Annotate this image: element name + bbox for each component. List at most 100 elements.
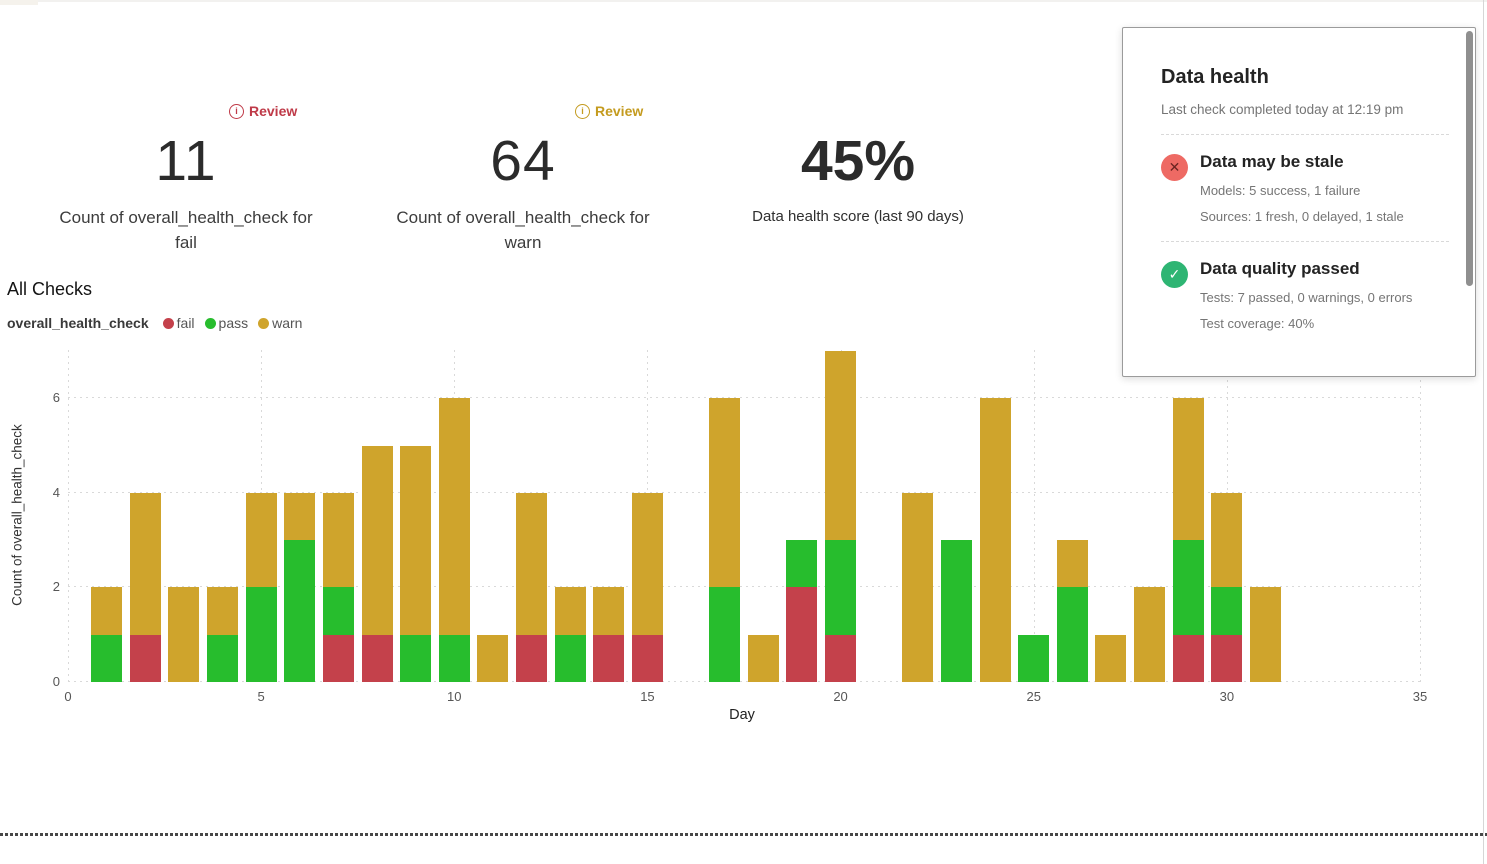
bar-day-30[interactable] <box>1211 492 1243 682</box>
bar-segment-warn-day-4[interactable] <box>207 587 238 635</box>
bar-day-27[interactable] <box>1095 634 1127 682</box>
bar-segment-fail-day-12[interactable] <box>516 634 548 682</box>
bar-day-13[interactable] <box>554 587 586 682</box>
bar-day-18[interactable] <box>747 634 779 682</box>
bar-segment-pass-day-19[interactable] <box>786 540 818 588</box>
bar-segment-fail-day-2[interactable] <box>129 634 161 682</box>
bar-segment-pass-day-10[interactable] <box>438 634 470 682</box>
bar-segment-warn-day-7[interactable] <box>322 492 354 588</box>
bar-day-5[interactable] <box>245 492 277 682</box>
bar-segment-warn-day-15[interactable] <box>631 492 663 635</box>
bar-segment-fail-day-30[interactable] <box>1211 634 1243 682</box>
bar-segment-warn-day-27[interactable] <box>1095 634 1127 682</box>
review-badge-warn[interactable]: i Review <box>575 103 643 119</box>
bar-segment-fail-day-20[interactable] <box>825 634 857 682</box>
legend-item-fail[interactable]: fail <box>162 315 195 331</box>
bar-segment-pass-day-26[interactable] <box>1056 587 1088 682</box>
bar-day-24[interactable] <box>979 398 1011 682</box>
bar-segment-fail-day-19[interactable] <box>786 587 818 682</box>
bar-segment-pass-day-13[interactable] <box>554 634 586 682</box>
pass-color-dot <box>204 317 216 329</box>
bar-segment-warn-day-31[interactable] <box>1249 587 1281 682</box>
gridline-y-4 <box>68 491 1420 493</box>
bar-segment-fail-day-8[interactable] <box>361 634 393 682</box>
data-health-panel: Data health Last check completed today a… <box>1122 27 1476 377</box>
bar-segment-warn-day-17[interactable] <box>709 398 741 588</box>
gridline-x-0 <box>68 346 69 682</box>
bar-segment-warn-day-26[interactable] <box>1056 540 1088 588</box>
bar-segment-warn-day-9[interactable] <box>400 445 432 635</box>
bar-day-29[interactable] <box>1172 398 1204 682</box>
bar-segment-warn-day-28[interactable] <box>1134 587 1166 682</box>
bar-segment-warn-day-12[interactable] <box>516 492 548 635</box>
page-right-border <box>1483 0 1484 864</box>
check-circle-icon: ✓ <box>1161 261 1188 288</box>
bar-day-3[interactable] <box>168 587 200 682</box>
bar-segment-warn-day-24[interactable] <box>979 398 1011 682</box>
bar-segment-pass-day-7[interactable] <box>322 587 354 635</box>
bar-segment-warn-day-14[interactable] <box>593 587 625 635</box>
bar-segment-warn-day-5[interactable] <box>245 492 277 588</box>
bar-day-11[interactable] <box>477 634 509 682</box>
bar-segment-fail-day-29[interactable] <box>1172 634 1204 682</box>
bar-segment-pass-day-4[interactable] <box>207 634 238 682</box>
panel-scrollbar[interactable] <box>1466 31 1473 286</box>
bar-day-17[interactable] <box>709 398 741 682</box>
bar-segment-pass-day-23[interactable] <box>940 540 972 682</box>
bar-segment-pass-day-30[interactable] <box>1211 587 1243 635</box>
bar-segment-warn-day-29[interactable] <box>1172 398 1204 541</box>
legend-item-pass[interactable]: pass <box>204 315 248 331</box>
bar-day-23[interactable] <box>940 540 972 682</box>
x-tick-label-10: 10 <box>447 689 462 704</box>
review-badge-fail[interactable]: i Review <box>229 103 297 119</box>
bar-segment-pass-day-9[interactable] <box>400 634 432 682</box>
chart-title: All Checks <box>7 279 93 299</box>
bar-day-7[interactable] <box>322 492 354 682</box>
bar-segment-warn-day-11[interactable] <box>477 634 509 682</box>
bar-segment-warn-day-13[interactable] <box>554 587 586 635</box>
bar-segment-pass-day-5[interactable] <box>245 587 277 682</box>
bar-segment-pass-day-20[interactable] <box>825 540 857 635</box>
bar-day-6[interactable] <box>284 492 316 682</box>
x-circle-icon: ✕ <box>1161 154 1188 181</box>
bar-day-8[interactable] <box>361 445 393 682</box>
bar-day-28[interactable] <box>1134 587 1166 682</box>
bar-segment-warn-day-1[interactable] <box>91 587 123 635</box>
bar-day-2[interactable] <box>129 492 161 682</box>
bar-day-4[interactable] <box>207 587 238 682</box>
bar-segment-pass-day-25[interactable] <box>1018 634 1050 682</box>
bar-day-12[interactable] <box>516 492 548 682</box>
bar-segment-warn-day-22[interactable] <box>902 492 934 682</box>
bar-day-31[interactable] <box>1249 587 1281 682</box>
bar-segment-pass-day-6[interactable] <box>284 540 316 682</box>
bar-segment-fail-day-15[interactable] <box>631 634 663 682</box>
bar-segment-pass-day-17[interactable] <box>709 587 741 682</box>
bar-segment-fail-day-14[interactable] <box>593 634 625 682</box>
bar-segment-fail-day-7[interactable] <box>322 634 354 682</box>
bar-segment-warn-day-20[interactable] <box>825 350 857 541</box>
kpi-label-health-score: Data health score (last 90 days) <box>752 208 964 225</box>
legend-label: warn <box>272 315 303 331</box>
bar-segment-warn-day-6[interactable] <box>284 492 316 541</box>
bar-segment-warn-day-30[interactable] <box>1211 492 1243 588</box>
bar-day-1[interactable] <box>91 587 123 682</box>
bar-segment-pass-day-29[interactable] <box>1172 540 1204 635</box>
bar-segment-warn-day-10[interactable] <box>438 398 470 635</box>
bar-day-25[interactable] <box>1018 634 1050 682</box>
bar-segment-warn-day-3[interactable] <box>168 587 200 682</box>
bar-day-14[interactable] <box>593 587 625 682</box>
bar-day-26[interactable] <box>1056 540 1088 682</box>
freshness-models-line: Models: 5 success, 1 failure <box>1200 183 1361 198</box>
bar-segment-warn-day-8[interactable] <box>361 445 393 635</box>
bar-day-15[interactable] <box>631 492 663 682</box>
bar-segment-pass-day-1[interactable] <box>91 634 123 682</box>
bar-day-20[interactable] <box>825 350 857 682</box>
warn-color-dot <box>258 317 270 329</box>
bar-day-22[interactable] <box>902 492 934 682</box>
bar-segment-warn-day-18[interactable] <box>747 634 779 682</box>
bar-day-9[interactable] <box>400 445 432 682</box>
legend-item-warn[interactable]: warn <box>258 315 302 331</box>
bar-day-10[interactable] <box>438 398 470 682</box>
bar-day-19[interactable] <box>786 540 818 682</box>
bar-segment-warn-day-2[interactable] <box>129 492 161 635</box>
